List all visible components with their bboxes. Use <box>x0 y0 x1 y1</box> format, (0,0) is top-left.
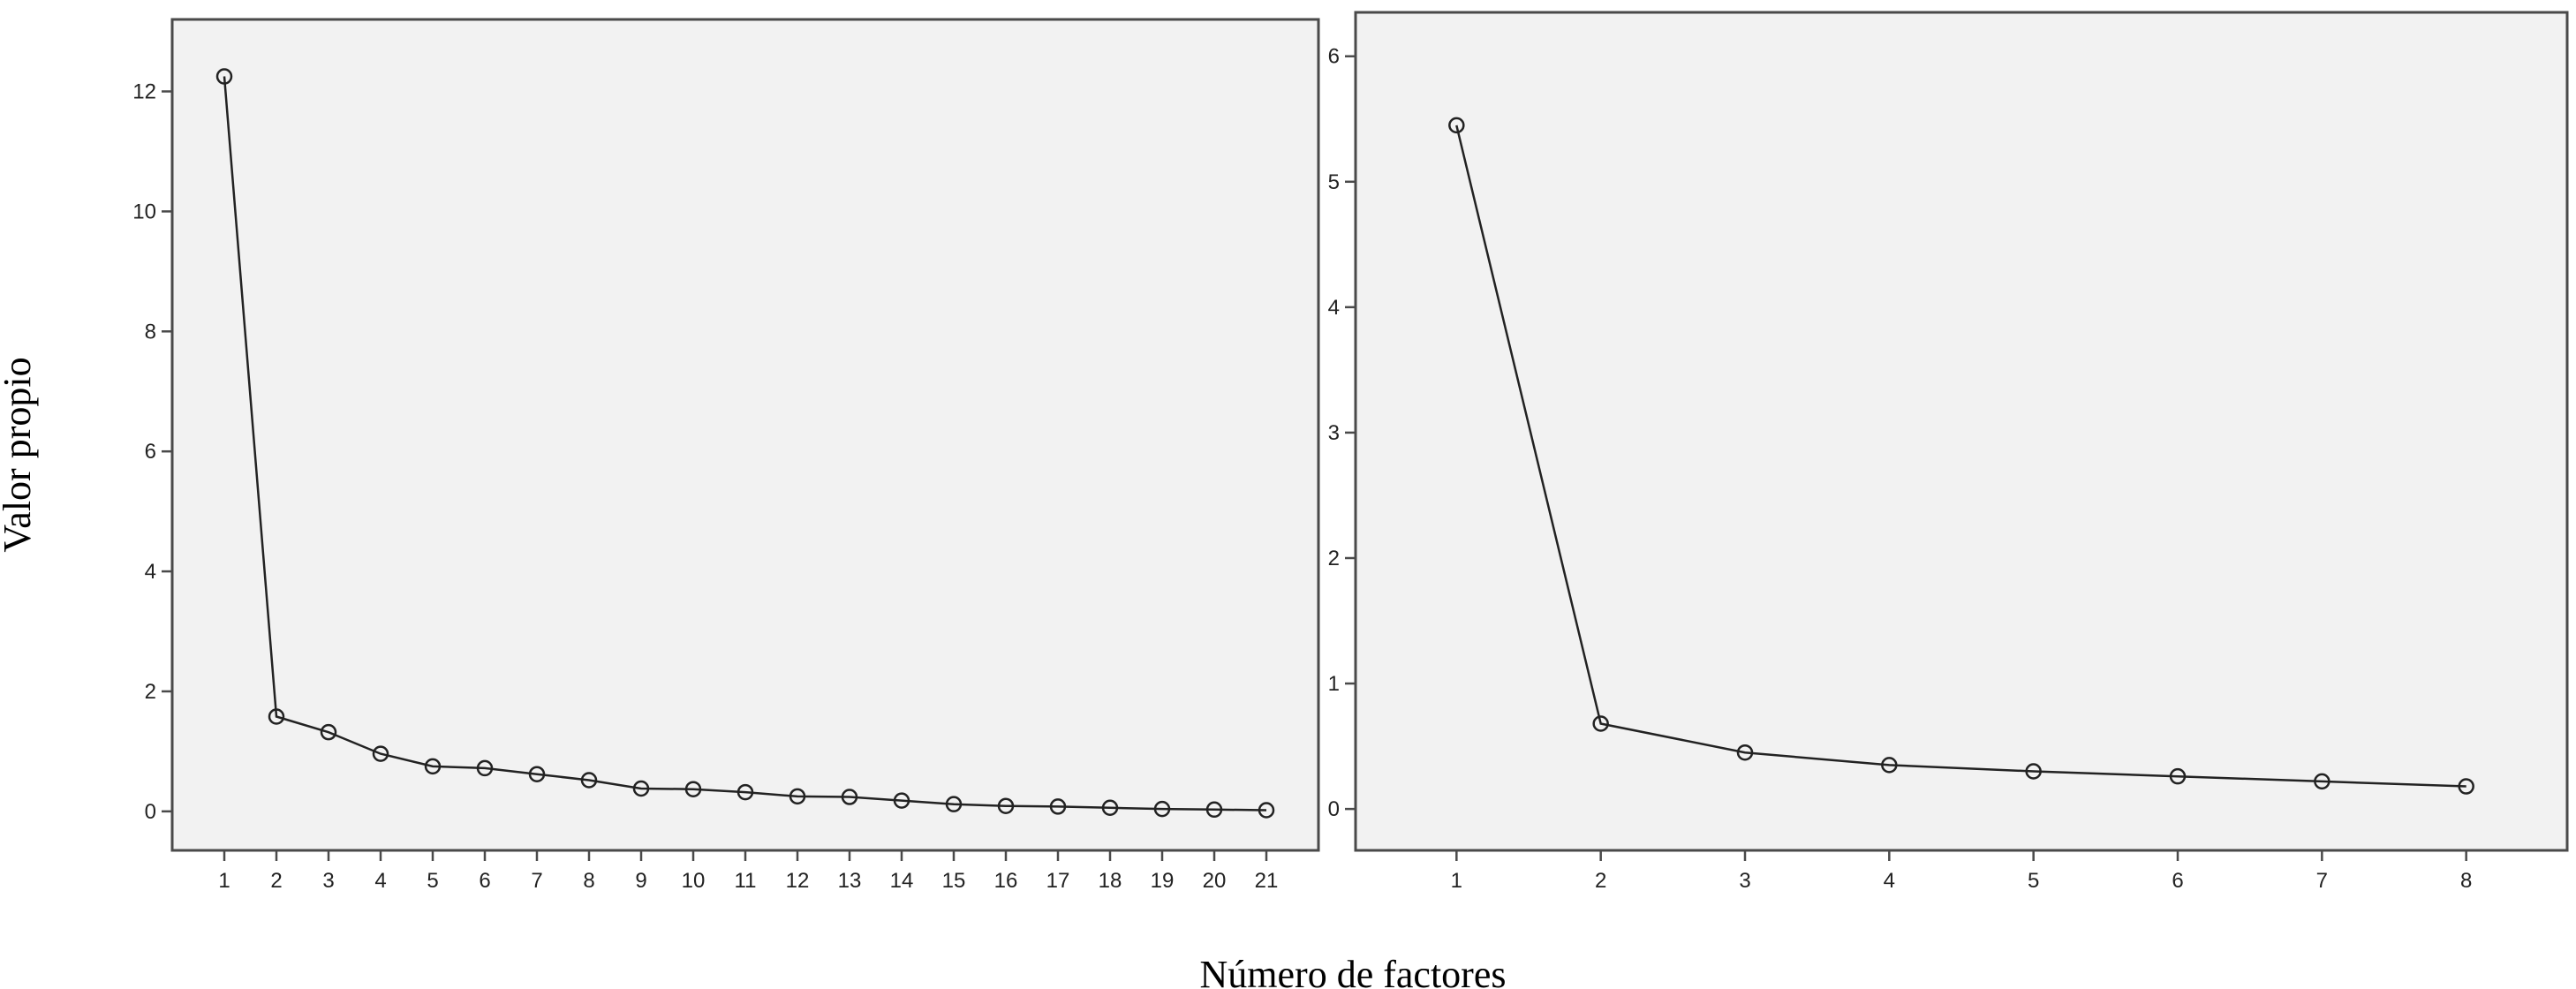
x-tick-label: 17 <box>1046 869 1070 893</box>
data-point <box>372 745 389 762</box>
x-axis-label: Número de factores <box>1200 953 1507 989</box>
y-tick-label: 1 <box>1328 672 1340 696</box>
series-line <box>1455 125 2466 788</box>
x-tick-label: 14 <box>890 869 914 893</box>
data-point <box>893 792 910 809</box>
data-point <box>2314 773 2330 790</box>
x-tick-label: 6 <box>479 869 490 893</box>
y-tick-label: 10 <box>132 200 156 223</box>
y-tick-label: 6 <box>1328 45 1340 69</box>
data-point <box>632 780 650 797</box>
data-point <box>1592 715 1609 732</box>
data-point <box>1049 798 1067 815</box>
y-tick-label: 4 <box>1328 296 1340 320</box>
data-point <box>268 708 285 725</box>
plot-area <box>170 18 1320 852</box>
x-tick-label: 2 <box>270 869 282 893</box>
x-tick-label: 12 <box>786 869 810 893</box>
data-point <box>684 781 702 797</box>
x-tick-label: 21 <box>1255 869 1279 893</box>
data-point <box>1101 799 1119 817</box>
data-point <box>476 759 494 777</box>
x-tick-label: 10 <box>682 869 706 893</box>
data-point <box>1153 800 1171 818</box>
data-point <box>737 783 754 801</box>
y-tick-label: 2 <box>1328 547 1340 570</box>
x-tick-label: 18 <box>1099 869 1122 893</box>
x-tick-label: 5 <box>427 869 438 893</box>
y-tick-label: 12 <box>132 80 156 104</box>
data-point <box>2458 778 2474 795</box>
x-tick-label: 4 <box>1884 869 1895 893</box>
x-tick-label: 1 <box>218 869 230 893</box>
series-line <box>223 76 1267 812</box>
x-tick-label: 16 <box>994 869 1018 893</box>
x-tick-label: 2 <box>1595 869 1606 893</box>
data-point <box>424 758 442 775</box>
scree-plot-right: 0 1 2 3 4 5 6 1 2 3 4 5 6 7 8 <box>1328 11 2569 893</box>
x-tick-label: 4 <box>374 869 386 893</box>
data-point <box>997 797 1015 814</box>
x-tick-label: 7 <box>2316 869 2328 893</box>
data-point <box>1881 757 1898 774</box>
data-point <box>945 796 963 812</box>
y-tick-label: 0 <box>1328 797 1340 821</box>
data-point <box>2169 767 2187 785</box>
y-tick-label: 6 <box>145 440 156 464</box>
data-point <box>320 723 337 741</box>
data-point <box>789 788 806 805</box>
x-tick-label: 8 <box>2460 869 2472 893</box>
data-point <box>1448 117 1465 134</box>
y-tick-label: 2 <box>145 680 156 704</box>
x-tick-label: 1 <box>1451 869 1462 893</box>
plot-area <box>1354 11 2569 852</box>
y-tick-label: 8 <box>145 320 156 344</box>
y-tick-label: 0 <box>145 800 156 824</box>
y-tick-label: 5 <box>1328 170 1340 194</box>
x-tick-label: 8 <box>583 869 594 893</box>
data-point <box>1736 744 1754 761</box>
x-tick-label: 6 <box>2172 869 2183 893</box>
x-tick-label: 3 <box>322 869 334 893</box>
y-axis-label: Valor propio <box>0 357 39 552</box>
data-point <box>1205 801 1223 819</box>
data-point <box>841 789 858 805</box>
x-tick-label: 11 <box>735 869 757 893</box>
data-point <box>2025 763 2042 780</box>
x-tick-label: 9 <box>635 869 646 893</box>
y-tick-label: 4 <box>145 560 156 584</box>
x-tick-label: 15 <box>942 869 966 893</box>
x-tick-label: 13 <box>838 869 862 893</box>
data-point <box>215 68 233 85</box>
x-tick-label: 19 <box>1151 869 1175 893</box>
data-point <box>580 772 598 789</box>
x-tick-label: 20 <box>1203 869 1227 893</box>
data-point <box>1258 802 1275 819</box>
data-point <box>528 766 546 782</box>
x-tick-label: 7 <box>531 869 542 893</box>
x-tick-label: 5 <box>2028 869 2039 893</box>
x-tick-label: 3 <box>1739 869 1750 893</box>
y-tick-label: 3 <box>1328 421 1340 445</box>
